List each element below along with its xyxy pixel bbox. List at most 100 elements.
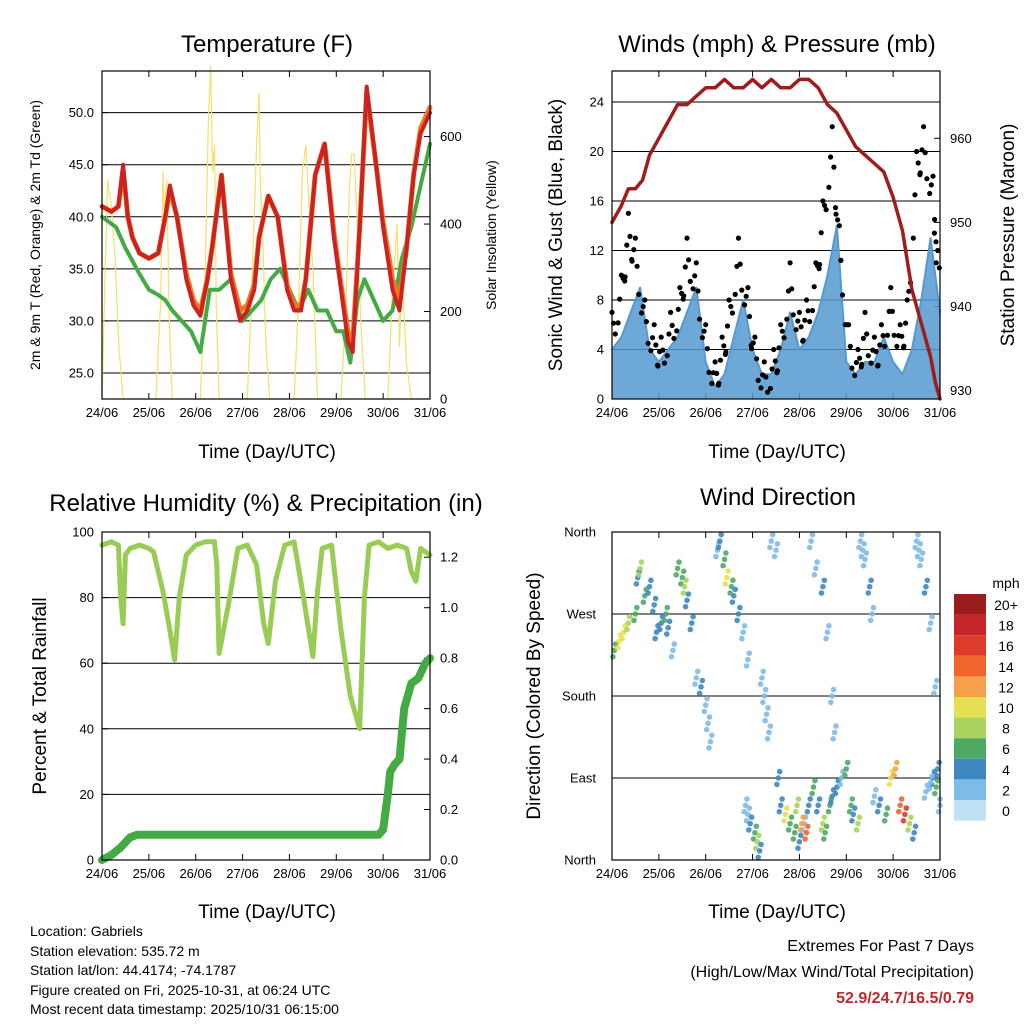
gust-point — [936, 265, 942, 271]
wind-direction-point — [779, 796, 785, 802]
x-tick-label: 24/06 — [596, 866, 629, 881]
wind-direction-point — [776, 808, 783, 815]
gust-point — [933, 239, 939, 245]
gust-point — [865, 353, 871, 359]
gust-point — [636, 291, 642, 297]
gust-point — [645, 340, 651, 346]
gust-point — [625, 210, 632, 216]
colorbar-swatch — [954, 717, 986, 739]
wind-direction-point — [661, 617, 668, 624]
wind-direction-point — [734, 617, 740, 624]
wind-direction-point — [737, 604, 743, 611]
wind-direction-point — [858, 531, 865, 538]
wind-direction-point — [651, 602, 657, 608]
gust-point — [737, 261, 743, 267]
gust-point — [901, 343, 907, 349]
wind-direction-point — [755, 832, 762, 839]
temperature-title: Temperature (F) — [181, 31, 353, 58]
elevation-text: Station elevation: 535.72 m — [30, 942, 200, 959]
pressure-line — [610, 77, 942, 401]
gust-point — [859, 361, 865, 367]
gust-point — [912, 192, 918, 198]
y-tick-label: 0 — [87, 853, 94, 868]
gust-point — [661, 360, 668, 366]
wind-direction-point — [760, 668, 767, 675]
wind-direction-point — [871, 793, 878, 799]
wind-direction-point — [704, 695, 710, 702]
gust-point — [839, 292, 846, 298]
wind-direction-point — [884, 805, 891, 811]
wind-direction-point — [906, 820, 913, 827]
gust-point — [686, 257, 692, 263]
wind-direction-point — [747, 820, 753, 827]
colorbar-label: 20+ — [994, 597, 1018, 613]
gust-point — [690, 286, 696, 292]
gust-point — [721, 343, 727, 349]
wind-direction-point — [924, 577, 931, 584]
gust-point — [739, 287, 745, 293]
gust-point — [638, 310, 645, 316]
colorbar-title: mph — [992, 575, 1019, 591]
colorbar-label: 18 — [998, 618, 1014, 634]
wind-direction-point — [902, 811, 908, 818]
wind-direction-point — [908, 814, 914, 820]
y-tick-label-right: 200 — [440, 304, 462, 319]
wind-direction-point — [892, 766, 899, 772]
gust-point — [860, 335, 867, 341]
colorbar-label: 2 — [1002, 782, 1010, 798]
gust-point — [701, 328, 707, 334]
gust-point — [914, 148, 920, 155]
gust-point — [695, 288, 701, 294]
wind-direction-point — [796, 839, 803, 845]
gust-point — [671, 335, 677, 341]
wind-direction-point — [676, 559, 682, 565]
gust-point — [629, 258, 635, 264]
gust-point — [882, 343, 888, 349]
wind-direction-point — [713, 553, 719, 560]
wind-direction-point — [800, 814, 806, 820]
wind-direction-point — [863, 550, 870, 556]
wind-direction-point — [625, 620, 632, 626]
x-tick-label: 27/06 — [736, 866, 769, 881]
wind-direction-point — [822, 829, 828, 836]
colorbar-swatch — [954, 614, 986, 636]
gust-point — [873, 349, 879, 355]
y-tick-label: 35.0 — [69, 261, 94, 276]
gust-point — [761, 359, 767, 365]
gust-point — [847, 343, 853, 349]
wind-direction-point — [741, 623, 748, 629]
gust-point — [857, 355, 863, 361]
wind-direction-point — [894, 759, 900, 766]
y-tick-label: 40.0 — [69, 209, 94, 224]
wind-direction-point — [731, 593, 737, 599]
wind-direction-point — [645, 590, 651, 596]
gust-point — [921, 124, 927, 130]
wind-direction-point — [855, 820, 861, 827]
wind-direction-point — [798, 832, 804, 839]
wind-direction-point — [619, 635, 626, 642]
x-tick-label: 30/06 — [367, 405, 400, 420]
wind-direction-xlabel: Time (Day/UTC) — [708, 902, 846, 923]
wind-direction-point — [815, 802, 821, 809]
recent-text: Most recent data timestamp: 2025/10/31 0… — [30, 1001, 339, 1017]
gust-point — [894, 343, 900, 349]
dewpoint-line — [100, 141, 432, 365]
x-tick-label: 27/06 — [226, 405, 259, 420]
x-tick-label: 26/06 — [179, 405, 212, 420]
gust-point — [666, 331, 672, 337]
wind-direction-point — [823, 635, 829, 642]
wind-direction-point — [811, 572, 818, 578]
wind-direction-point — [883, 811, 889, 818]
extremes-box: Extremes For Past 7 Days (High/Low/Max W… — [690, 934, 974, 1012]
x-tick-label: 28/06 — [783, 866, 816, 881]
wind-direction-point — [673, 572, 679, 578]
wind-direction-point — [791, 829, 798, 836]
gust-point — [821, 202, 828, 208]
gust-point — [767, 385, 774, 392]
y-tick-label-right: 960 — [950, 131, 972, 146]
gust-point — [709, 380, 715, 387]
wind-direction-point — [795, 845, 801, 851]
gust-point — [634, 263, 640, 269]
wind-direction-point — [640, 599, 647, 605]
gust-point — [640, 303, 646, 310]
